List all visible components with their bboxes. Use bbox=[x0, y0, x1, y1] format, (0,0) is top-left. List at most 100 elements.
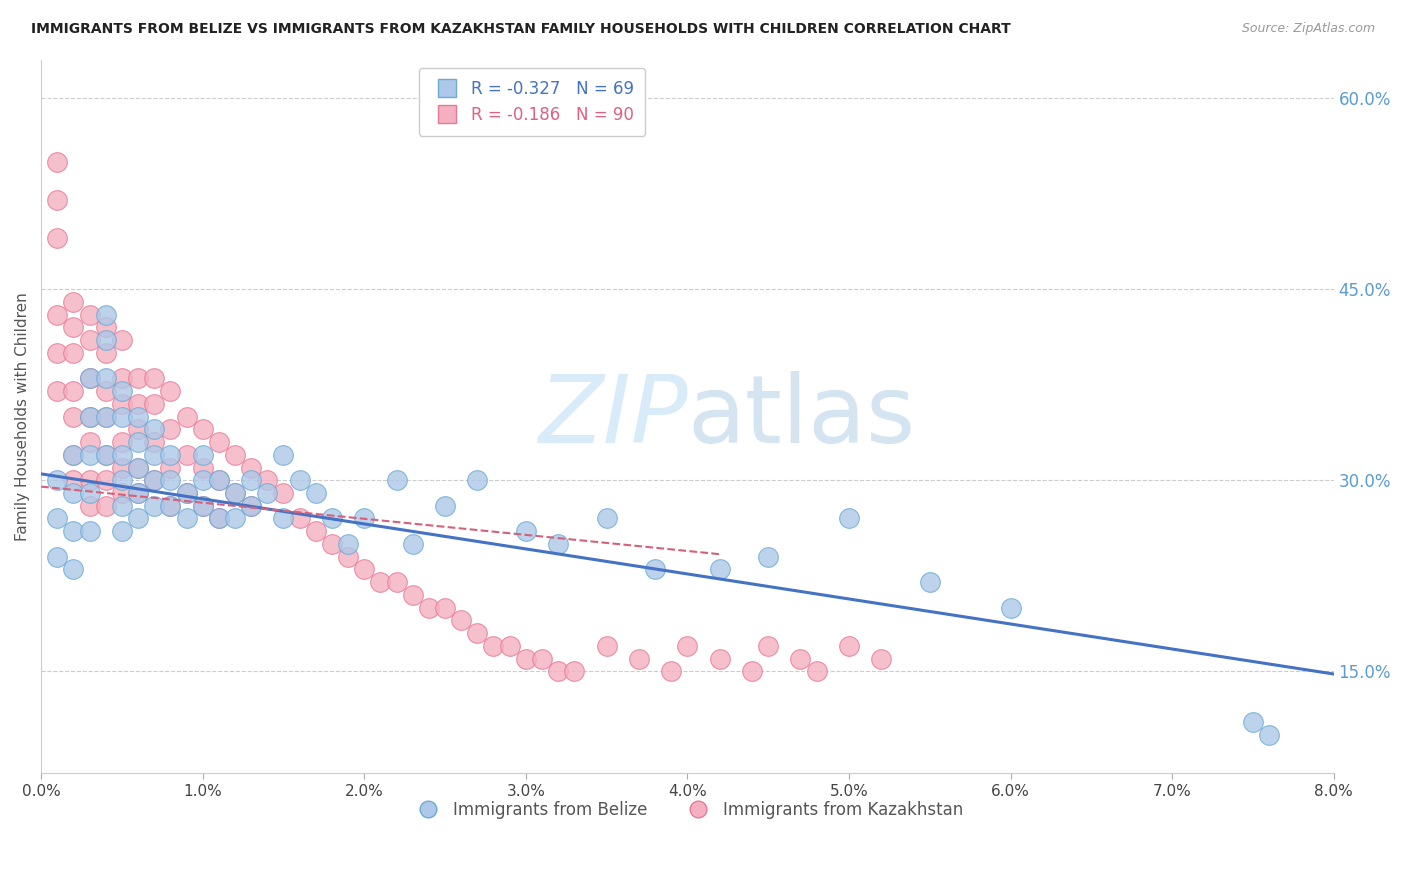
Point bbox=[79, 435, 101, 450]
Point bbox=[288, 473, 311, 487]
Point bbox=[62, 486, 84, 500]
Point bbox=[94, 473, 117, 487]
Point bbox=[62, 294, 84, 309]
Point bbox=[191, 422, 214, 436]
Point bbox=[143, 499, 166, 513]
Point bbox=[176, 486, 198, 500]
Point bbox=[94, 333, 117, 347]
Point bbox=[595, 511, 617, 525]
Point bbox=[79, 308, 101, 322]
Point bbox=[159, 499, 181, 513]
Point bbox=[46, 473, 69, 487]
Point bbox=[709, 651, 731, 665]
Point bbox=[208, 511, 231, 525]
Text: atlas: atlas bbox=[688, 370, 915, 463]
Point bbox=[402, 588, 425, 602]
Point bbox=[321, 537, 343, 551]
Point bbox=[111, 448, 134, 462]
Point bbox=[273, 448, 295, 462]
Point bbox=[94, 499, 117, 513]
Point bbox=[191, 499, 214, 513]
Point bbox=[191, 473, 214, 487]
Point bbox=[659, 665, 682, 679]
Point bbox=[111, 486, 134, 500]
Point bbox=[224, 486, 246, 500]
Point bbox=[256, 473, 278, 487]
Point bbox=[143, 473, 166, 487]
Point bbox=[94, 409, 117, 424]
Point bbox=[547, 537, 569, 551]
Point bbox=[418, 600, 440, 615]
Point bbox=[482, 639, 505, 653]
Point bbox=[111, 333, 134, 347]
Point bbox=[870, 651, 893, 665]
Point bbox=[515, 524, 537, 539]
Point bbox=[838, 511, 860, 525]
Point bbox=[224, 448, 246, 462]
Point bbox=[159, 384, 181, 398]
Point bbox=[176, 486, 198, 500]
Point bbox=[127, 511, 149, 525]
Point bbox=[127, 460, 149, 475]
Point bbox=[127, 409, 149, 424]
Point bbox=[46, 231, 69, 245]
Point bbox=[547, 665, 569, 679]
Point bbox=[434, 600, 457, 615]
Point bbox=[94, 371, 117, 385]
Point bbox=[143, 371, 166, 385]
Point bbox=[838, 639, 860, 653]
Point bbox=[467, 473, 489, 487]
Point bbox=[62, 473, 84, 487]
Point bbox=[370, 575, 392, 590]
Point bbox=[94, 448, 117, 462]
Point bbox=[434, 499, 457, 513]
Point bbox=[402, 537, 425, 551]
Point bbox=[467, 626, 489, 640]
Point bbox=[353, 562, 375, 576]
Point bbox=[208, 435, 231, 450]
Point bbox=[79, 486, 101, 500]
Point bbox=[127, 460, 149, 475]
Point bbox=[741, 665, 763, 679]
Text: Source: ZipAtlas.com: Source: ZipAtlas.com bbox=[1241, 22, 1375, 36]
Point bbox=[94, 448, 117, 462]
Point bbox=[644, 562, 666, 576]
Point bbox=[321, 511, 343, 525]
Point bbox=[240, 473, 263, 487]
Point bbox=[94, 320, 117, 334]
Point bbox=[62, 448, 84, 462]
Point bbox=[224, 511, 246, 525]
Point bbox=[208, 473, 231, 487]
Point bbox=[62, 320, 84, 334]
Point bbox=[143, 448, 166, 462]
Point bbox=[756, 549, 779, 564]
Point bbox=[79, 409, 101, 424]
Point bbox=[62, 409, 84, 424]
Point bbox=[111, 397, 134, 411]
Point bbox=[562, 665, 585, 679]
Point bbox=[79, 333, 101, 347]
Point bbox=[337, 537, 360, 551]
Point bbox=[111, 435, 134, 450]
Point bbox=[273, 486, 295, 500]
Point bbox=[143, 397, 166, 411]
Point bbox=[79, 371, 101, 385]
Point bbox=[159, 448, 181, 462]
Point bbox=[191, 448, 214, 462]
Point bbox=[240, 499, 263, 513]
Point bbox=[62, 384, 84, 398]
Text: ZIP: ZIP bbox=[537, 371, 688, 462]
Point bbox=[94, 409, 117, 424]
Point bbox=[46, 511, 69, 525]
Point bbox=[515, 651, 537, 665]
Point bbox=[789, 651, 811, 665]
Point bbox=[240, 460, 263, 475]
Point bbox=[94, 384, 117, 398]
Text: IMMIGRANTS FROM BELIZE VS IMMIGRANTS FROM KAZAKHSTAN FAMILY HOUSEHOLDS WITH CHIL: IMMIGRANTS FROM BELIZE VS IMMIGRANTS FRO… bbox=[31, 22, 1011, 37]
Point bbox=[159, 460, 181, 475]
Point bbox=[305, 486, 328, 500]
Point bbox=[176, 511, 198, 525]
Point bbox=[450, 614, 472, 628]
Point bbox=[627, 651, 650, 665]
Point bbox=[46, 308, 69, 322]
